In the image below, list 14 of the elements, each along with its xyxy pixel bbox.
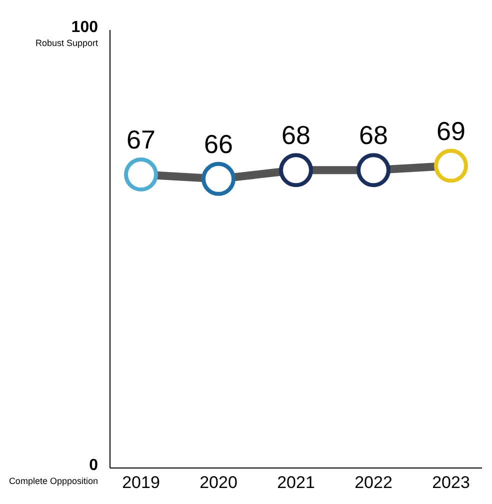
data-label: 68 <box>282 120 310 150</box>
text: Complete Oppposition <box>8 476 98 486</box>
text: Robust Support <box>35 38 98 48</box>
data-label: 67 <box>126 124 156 155</box>
data-label: 68 <box>359 120 388 150</box>
x-tick-label: 2021 <box>277 473 315 492</box>
y-tick-label: 100 <box>71 19 98 36</box>
y-tick-label: 0 <box>89 457 98 474</box>
x-tick-label: 2020 <box>200 473 238 492</box>
data-label: 69 <box>436 116 466 146</box>
x-tick-label: 2019 <box>122 473 160 492</box>
x-tick-label: 2023 <box>432 473 470 492</box>
x-tick-label: 2022 <box>354 473 392 492</box>
data-label: 66 <box>204 128 233 159</box>
